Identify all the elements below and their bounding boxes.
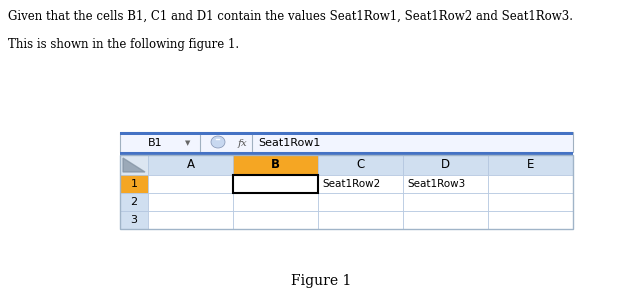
Bar xyxy=(318,211,403,229)
Bar xyxy=(120,132,573,135)
Bar xyxy=(233,193,318,211)
Bar xyxy=(233,175,318,193)
Text: B: B xyxy=(271,159,280,171)
Text: 2: 2 xyxy=(131,197,138,207)
Bar xyxy=(120,152,573,155)
Polygon shape xyxy=(123,158,145,172)
Text: fx: fx xyxy=(238,139,248,147)
Text: Seat1Row1: Seat1Row1 xyxy=(237,179,295,189)
Text: 1: 1 xyxy=(131,179,138,189)
Bar xyxy=(488,193,573,211)
Text: B1: B1 xyxy=(148,138,163,148)
Bar xyxy=(318,193,403,211)
Bar xyxy=(403,193,488,211)
Bar xyxy=(148,211,233,229)
Text: Seat1Row1: Seat1Row1 xyxy=(258,138,320,148)
Bar xyxy=(318,155,403,175)
Text: Seat1Row3: Seat1Row3 xyxy=(407,179,466,189)
Text: Given that the cells B1, C1 and D1 contain the values Seat1Row1, Seat1Row2 and S: Given that the cells B1, C1 and D1 conta… xyxy=(8,10,573,23)
Ellipse shape xyxy=(211,136,225,148)
Bar xyxy=(233,211,318,229)
Bar xyxy=(318,175,403,193)
Bar xyxy=(120,193,148,211)
Bar xyxy=(148,175,233,193)
Bar xyxy=(120,155,573,229)
Bar xyxy=(120,155,148,175)
Bar xyxy=(403,175,488,193)
Bar xyxy=(120,132,573,152)
Bar xyxy=(233,155,318,175)
Bar xyxy=(120,175,148,193)
Bar xyxy=(488,155,573,175)
Text: C: C xyxy=(356,159,365,171)
Bar xyxy=(488,211,573,229)
Text: 3: 3 xyxy=(131,215,138,225)
Text: Seat1Row2: Seat1Row2 xyxy=(322,179,380,189)
Text: ▼: ▼ xyxy=(185,140,191,146)
Text: A: A xyxy=(186,159,194,171)
Bar xyxy=(403,211,488,229)
Bar xyxy=(488,175,573,193)
Text: E: E xyxy=(527,159,534,171)
Bar xyxy=(120,211,148,229)
Bar xyxy=(148,155,233,175)
Bar xyxy=(403,155,488,175)
Bar xyxy=(148,193,233,211)
Text: Figure 1: Figure 1 xyxy=(291,274,352,288)
Text: This is shown in the following figure 1.: This is shown in the following figure 1. xyxy=(8,38,239,51)
Text: D: D xyxy=(441,159,450,171)
